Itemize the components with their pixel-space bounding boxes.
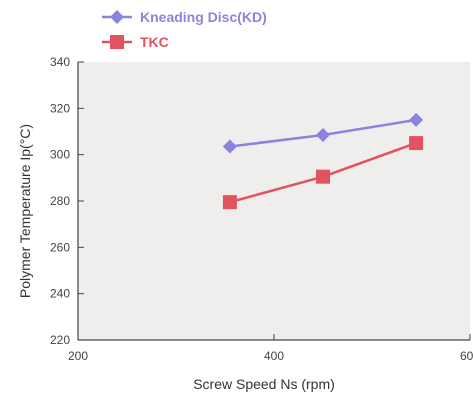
y-tick-label: 280 <box>50 194 70 208</box>
y-tick-label: 300 <box>50 148 70 162</box>
x-axis-title: Screw Speed Ns (rpm) <box>193 376 335 392</box>
legend-label-1: Kneading Disc(KD) <box>140 9 267 25</box>
plot-area <box>78 62 470 340</box>
legend-label-2: TKC <box>140 34 169 50</box>
x-tick-label: 400 <box>264 349 284 363</box>
series-layer <box>222 112 424 210</box>
data-point-1-3 <box>409 112 424 127</box>
x-tick-label: 600 <box>460 349 473 363</box>
y-tick-label: 260 <box>50 240 70 254</box>
x-tick-label: 200 <box>68 349 88 363</box>
y-axis-title: Polymer Temperature Ip(°C) <box>17 124 33 298</box>
y-tick-label: 340 <box>50 55 70 69</box>
y-tick-label: 240 <box>50 287 70 301</box>
data-point-1-2 <box>316 127 330 142</box>
axis-ticks: 220 240 260 280 300 320 340 200 400 600 <box>50 55 473 363</box>
legend-marker-1 <box>110 10 124 24</box>
y-tick-label: 320 <box>50 101 70 115</box>
data-point-2-3 <box>409 136 424 151</box>
legend: Kneading Disc(KD) TKC <box>102 9 267 50</box>
data-point-2-1 <box>222 195 237 210</box>
data-point-2-2 <box>316 169 330 184</box>
y-tick-label: 220 <box>50 333 70 347</box>
legend-marker-2 <box>110 35 124 49</box>
data-point-1-1 <box>222 139 237 154</box>
